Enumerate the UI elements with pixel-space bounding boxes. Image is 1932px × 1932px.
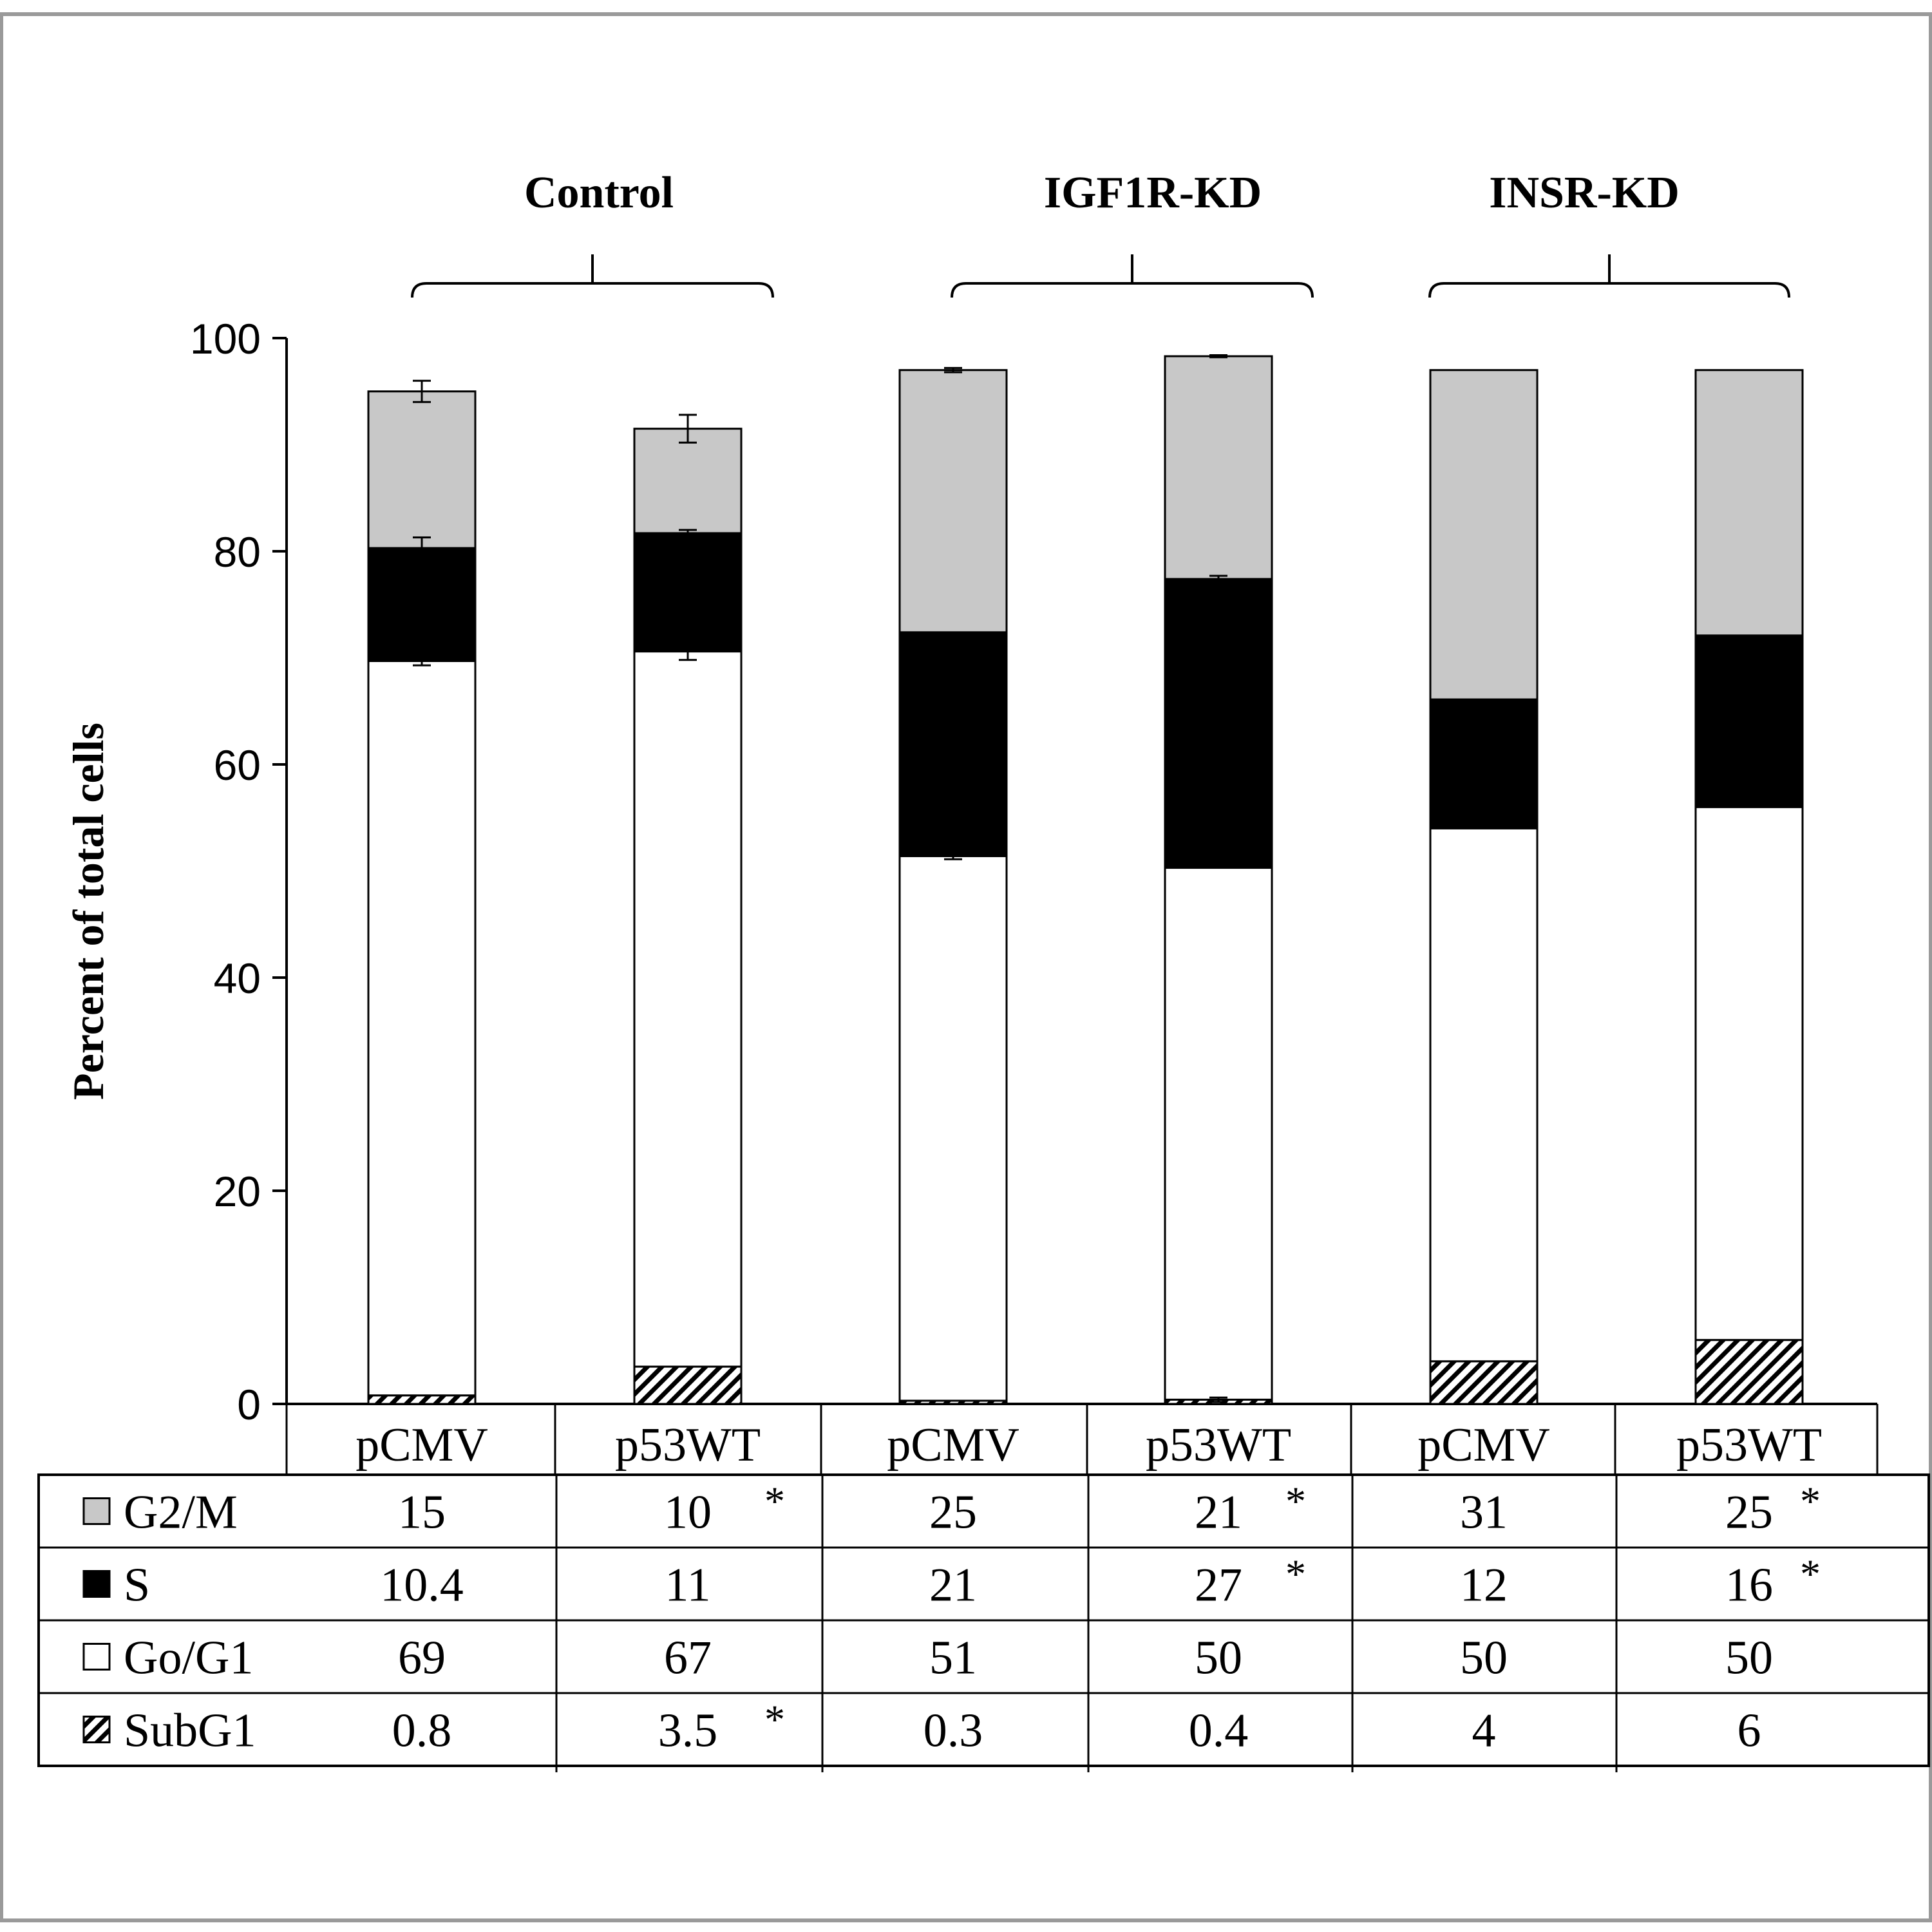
group-label: Control	[524, 168, 674, 218]
table-cell-value: 12	[1460, 1559, 1508, 1612]
category-label: p53WT	[1146, 1419, 1291, 1472]
table-cell-value: 0.8	[392, 1705, 452, 1757]
y-tick-label: 60	[214, 741, 261, 789]
group-bracket	[951, 282, 1314, 298]
table-cell-value: 10	[664, 1486, 712, 1539]
y-tick-label: 40	[214, 954, 261, 1002]
category-label: pCMV	[887, 1419, 1019, 1472]
legend-hatched-square-icon	[82, 1716, 111, 1743]
bar-stack	[633, 428, 743, 1405]
bar-segment-g2m	[1429, 369, 1539, 701]
bar-segment-g0g1	[633, 650, 743, 1368]
bar-segment-g0g1	[367, 659, 477, 1397]
legend-series-name: Go/G1	[124, 1632, 253, 1685]
legend-series-name: SubG1	[124, 1705, 256, 1757]
significance-star: *	[764, 1697, 785, 1743]
significance-star: *	[764, 1479, 785, 1524]
axes-layer: 0 20 40 60 80 100 pCMV p53WT pCMV p53WT pCMV p53WT	[190, 315, 1879, 1475]
legend-series-name: S	[124, 1559, 150, 1612]
table-cell-value: 25	[929, 1486, 977, 1539]
table-cell-value: 51	[929, 1632, 977, 1685]
bar-segment-subg1	[633, 1365, 743, 1405]
category-label: p53WT	[1676, 1419, 1822, 1472]
bar-stack	[367, 390, 477, 1405]
table-cell-value: 31	[1460, 1486, 1508, 1539]
significance-star: *	[1800, 1551, 1821, 1597]
table-cell-value: 3.5	[658, 1705, 718, 1757]
bar-segment-s	[633, 532, 743, 653]
table-cell-value: 10.4	[380, 1559, 464, 1612]
table-cell-value: 25	[1725, 1486, 1773, 1539]
bar-segment-g0g1	[1694, 806, 1804, 1341]
figure-frame	[0, 12, 1932, 1922]
table-cell-value: 50	[1725, 1632, 1773, 1685]
group-bracket	[1428, 282, 1790, 298]
table-cell-value: 69	[398, 1632, 446, 1685]
group-label: IGF1R-KD	[1044, 168, 1262, 218]
table-cell-value: 11	[665, 1559, 710, 1612]
table-cell-value: 67	[664, 1632, 712, 1685]
table-cell-value: 16	[1725, 1559, 1773, 1612]
legend-series-name: G2/M	[124, 1486, 238, 1539]
table-cell-value: 4	[1472, 1705, 1496, 1757]
data-table-layer: G2/M 15 10 * 25 21 * 31 25 * S 10.4 11 21 27 * 12 16 * Go/G…	[37, 1473, 1930, 1772]
bar-segment-subg1	[1694, 1339, 1804, 1405]
bar-segment-g2m	[367, 390, 477, 549]
bar-segment-s	[1164, 578, 1273, 869]
table-cell-value: 21	[1195, 1486, 1242, 1539]
group-label: INSR-KD	[1489, 168, 1680, 218]
y-tick-label: 100	[190, 315, 261, 363]
group-bracket	[411, 282, 774, 298]
bar-segment-s	[898, 631, 1008, 857]
bar-segment-g2m	[1694, 369, 1804, 637]
bar-stack	[1694, 369, 1804, 1405]
table-cell-value: 0.3	[923, 1705, 983, 1757]
table-cell-value: 21	[929, 1559, 977, 1612]
bar-segment-g0g1	[1164, 867, 1273, 1401]
significance-star: *	[1285, 1551, 1306, 1597]
legend-white-square-icon	[82, 1643, 111, 1671]
significance-star: *	[1800, 1479, 1821, 1524]
table-cell-value: 6	[1738, 1705, 1761, 1757]
bar-segment-g2m	[633, 428, 743, 535]
bar-segment-s	[367, 547, 477, 662]
table-cell-value: 50	[1195, 1632, 1242, 1685]
significance-star: *	[1285, 1479, 1306, 1524]
y-axis-title: Percent of total cells	[64, 723, 113, 1100]
y-tick-label: 80	[214, 528, 261, 576]
bar-segment-s	[1429, 698, 1539, 829]
bar-segment-subg1	[1429, 1360, 1539, 1405]
table-cell-value: 50	[1460, 1632, 1508, 1685]
bar-segment-s	[1694, 634, 1804, 808]
table-cell-value: 0.4	[1189, 1705, 1249, 1757]
legend-black-square-icon	[82, 1570, 111, 1598]
bar-segment-g2m	[898, 369, 1008, 634]
category-label: pCMV	[355, 1419, 488, 1472]
table-cell-value: 15	[398, 1486, 446, 1539]
bar-stack	[1429, 369, 1539, 1405]
group-brackets-layer: Control IGF1R-KD INSR-KD	[411, 168, 1790, 298]
table-cell-value: 27	[1195, 1559, 1242, 1612]
y-tick-label: 20	[214, 1168, 261, 1215]
bar-stack	[1164, 355, 1273, 1405]
bar-segment-g2m	[1164, 355, 1273, 580]
legend-gray-square-icon	[82, 1497, 111, 1525]
category-label: p53WT	[615, 1419, 761, 1472]
y-tick-label: 0	[237, 1381, 261, 1428]
bar-segment-subg1	[367, 1394, 477, 1405]
bar-segment-g0g1	[898, 855, 1008, 1402]
bars-layer	[367, 354, 1804, 1405]
category-label: pCMV	[1417, 1419, 1550, 1472]
bar-stack	[898, 369, 1008, 1405]
bar-segment-g0g1	[1429, 827, 1539, 1363]
